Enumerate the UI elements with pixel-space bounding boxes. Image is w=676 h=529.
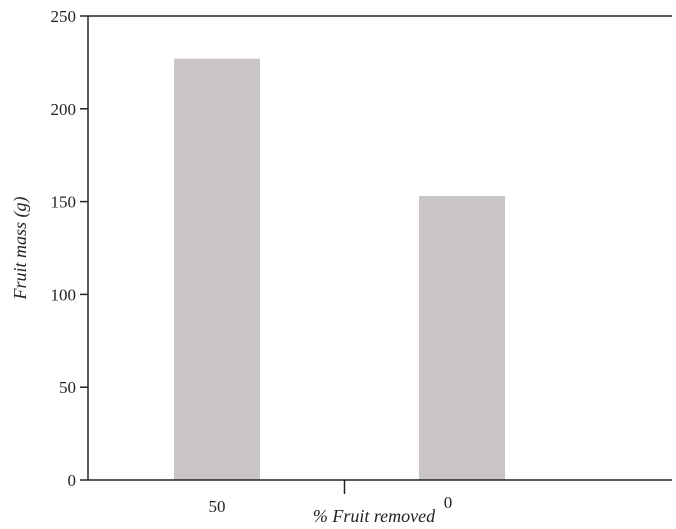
y-tick-label-0: 0 bbox=[68, 471, 77, 490]
x-tick-labels-group: 50 0 bbox=[209, 493, 453, 516]
bars-group bbox=[174, 58, 505, 481]
x-tick-label-50: 50 bbox=[209, 497, 226, 516]
x-axis-title: % Fruit removed bbox=[313, 506, 436, 526]
y-tick-label-50: 50 bbox=[59, 378, 76, 397]
x-tick-label-0: 0 bbox=[444, 493, 453, 512]
y-ticks-group: 0 50 100 150 200 250 bbox=[51, 7, 88, 490]
bar-50 bbox=[174, 58, 260, 481]
y-axis-title: Fruit mass (g) bbox=[10, 196, 31, 300]
y-tick-label-100: 100 bbox=[51, 285, 77, 304]
bar-0 bbox=[419, 196, 505, 481]
y-tick-label-250: 250 bbox=[51, 7, 77, 26]
y-tick-label-150: 150 bbox=[51, 193, 77, 212]
axes-group bbox=[87, 15, 672, 494]
y-tick-label-200: 200 bbox=[51, 100, 77, 119]
